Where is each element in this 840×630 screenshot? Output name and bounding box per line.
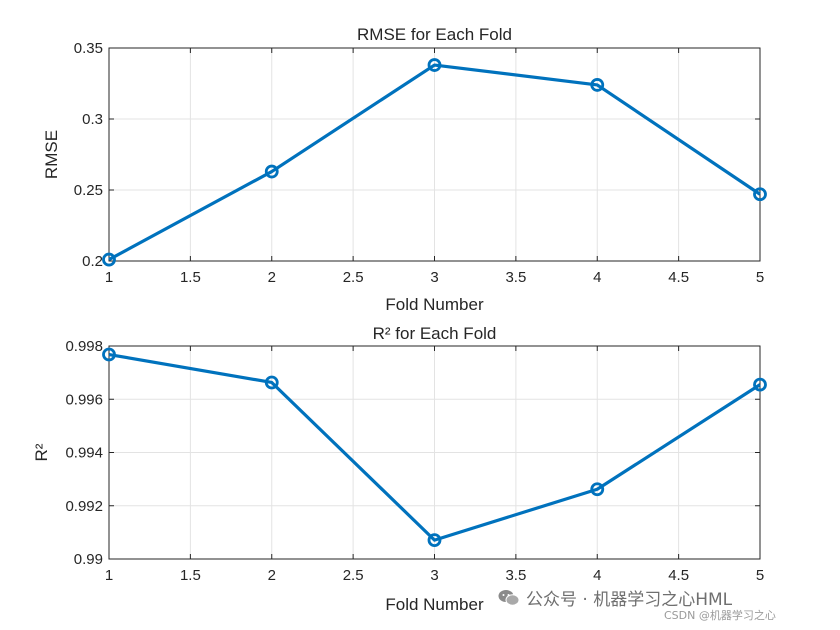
data-point <box>102 347 116 362</box>
r2-chart: 1 1.5 2 2.5 3 3.5 4 4.5 5 0.99 0.992 0.994 0.996 0.99… <box>32 324 767 614</box>
x-tick-label: 2 <box>268 269 276 286</box>
x-tick-label: 4.5 <box>668 567 689 584</box>
x-tick-label: 1 <box>105 567 113 584</box>
data-point <box>753 377 767 392</box>
x-tick-label: 4 <box>593 269 601 286</box>
x-tick-label: 3 <box>430 567 438 584</box>
data-point <box>590 482 605 497</box>
y-tick-label: 0.35 <box>74 40 103 57</box>
data-point <box>427 533 442 547</box>
x-tick-label: 5 <box>756 269 764 286</box>
x-axis-label: Fold Number <box>385 595 484 614</box>
x-tick-label: 4 <box>593 567 601 584</box>
x-tick-label: 3.5 <box>505 567 526 584</box>
data-point <box>102 252 116 267</box>
wechat-icon <box>498 589 520 607</box>
y-tick-label: 0.992 <box>65 498 103 515</box>
watermark-main-text: 公众号 · 机器学习之心HML <box>526 590 733 610</box>
x-tick-label: 1 <box>105 269 113 286</box>
data-point <box>590 78 605 92</box>
y-tick-label: 0.2 <box>82 253 103 270</box>
data-point <box>427 58 442 72</box>
watermark-sub: CSDN @机器学习之心 <box>664 609 776 622</box>
y-axis-label: RMSE <box>42 130 61 179</box>
x-tick-label: 2.5 <box>343 269 364 286</box>
chart-title: R² for Each Fold <box>373 324 497 343</box>
watermark-main: 公众号 · 机器学习之心HML <box>498 585 732 610</box>
y-tick-label: 0.994 <box>65 445 103 462</box>
x-tick-label: 3.5 <box>505 269 526 286</box>
series-line <box>108 352 761 542</box>
y-tick-label: 0.99 <box>74 551 103 568</box>
y-tick-label: 0.998 <box>65 338 103 355</box>
y-tick-label: 0.25 <box>74 182 103 199</box>
x-tick-label: 5 <box>756 567 764 584</box>
series-line <box>108 63 761 261</box>
x-tick-label: 2.5 <box>343 567 364 584</box>
x-tick-label: 2 <box>268 567 276 584</box>
data-point <box>753 187 767 202</box>
data-point <box>264 164 279 179</box>
x-tick-label: 1.5 <box>180 567 201 584</box>
chart-title: RMSE for Each Fold <box>357 25 512 44</box>
x-tick-label: 1.5 <box>180 269 201 286</box>
x-tick-label: 3 <box>430 269 438 286</box>
y-tick-label: 0.3 <box>82 111 103 128</box>
x-tick-label: 4.5 <box>668 269 689 286</box>
y-axis-label: R² <box>32 443 51 461</box>
rmse-chart: 1 1.5 2 2.5 3 3.5 4 4.5 5 0.2 0.25 0.3 0.35 RMSE for … <box>42 25 767 314</box>
y-tick-label: 0.996 <box>65 391 103 408</box>
x-axis-label: Fold Number <box>385 295 484 314</box>
data-point <box>264 375 279 390</box>
